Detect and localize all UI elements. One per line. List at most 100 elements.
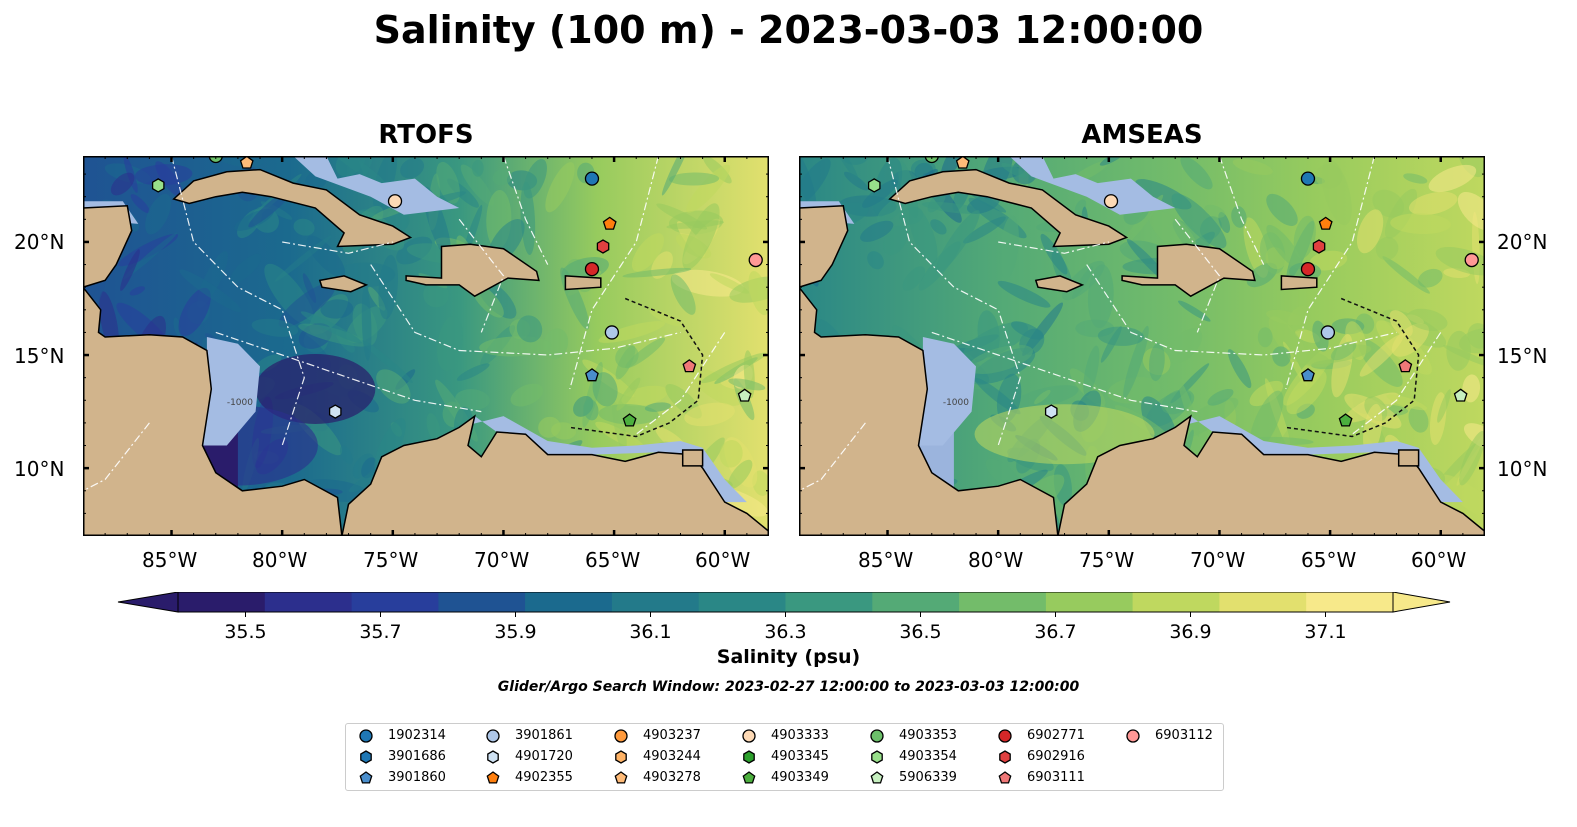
- legend-marker-4903333: [742, 729, 756, 743]
- panel-title-rtofs: RTOFS: [378, 120, 474, 150]
- float-marker-4903333: [1103, 194, 1119, 209]
- legend-marker-4903345: [743, 750, 755, 764]
- lat-label-left-10n: 10°N: [14, 457, 65, 481]
- legend-label: 3901861: [515, 728, 573, 743]
- hexagon-marker-icon: [743, 750, 755, 764]
- lat-label-right-20n: 20°N: [1497, 230, 1548, 254]
- circle-marker-icon: [614, 729, 628, 743]
- legend-label: 4901720: [515, 749, 573, 764]
- float-marker-4903349: [622, 413, 637, 427]
- lon-label-amseas-60w: 60°W: [1411, 548, 1467, 572]
- search-window-text: Glider/Argo Search Window: 2023-02-27 12…: [497, 679, 1080, 695]
- contour-label: -1000: [227, 398, 253, 408]
- colorbar-segment: [178, 592, 266, 612]
- colorbar-tick-label: 35.9: [494, 621, 536, 643]
- colorbar: 35.5 35.7 35.9 36.1 36.3 36.5 36.7 36.9 37.1: [117, 592, 1451, 643]
- float-marker-3901860: [1301, 368, 1315, 382]
- hexagon-marker-icon: [999, 750, 1011, 764]
- colorbar-tick-label: 36.5: [899, 621, 941, 643]
- lon-label-amseas-85w: 85°W: [858, 548, 914, 572]
- colorbar-extend-max: [1392, 592, 1451, 613]
- legend-label: 6903111: [1027, 770, 1085, 785]
- legend-marker-4903349: [742, 771, 756, 784]
- colorbar-segment: [1045, 592, 1134, 612]
- hexagon-marker-icon: [871, 750, 883, 764]
- legend-label: 6902771: [1027, 728, 1085, 743]
- legend-label: 4902355: [515, 770, 573, 785]
- lon-label-amseas-80w: 80°W: [968, 548, 1024, 572]
- float-marker-6902916: [596, 239, 610, 254]
- legend-label: 5906339: [899, 770, 957, 785]
- float-marker-4903354: [867, 178, 881, 193]
- circle-marker-icon: [359, 729, 373, 743]
- legend-label: 3901686: [388, 749, 446, 764]
- legend-marker-5906339: [870, 771, 884, 784]
- circle-marker-icon: [998, 729, 1012, 743]
- lon-label-amseas-70w: 70°W: [1190, 548, 1246, 572]
- legend-marker-6902916: [999, 750, 1011, 764]
- colorbar-tick-label: 36.3: [764, 621, 806, 643]
- circle-marker-icon: [870, 729, 884, 743]
- float-marker-5906339: [1453, 388, 1468, 402]
- legend-marker-4901720: [487, 750, 499, 764]
- lon-label-amseas-75w: 75°W: [1079, 548, 1135, 572]
- map-panel-amseas: -1000: [799, 156, 1485, 536]
- legend-marker-6903111: [998, 771, 1012, 784]
- hexagon-marker-icon: [615, 750, 627, 764]
- colorbar-segment: [611, 592, 700, 612]
- legend-marker-3901860: [359, 771, 373, 784]
- legend-label: 4903345: [771, 749, 829, 764]
- float-marker-4901720: [328, 404, 342, 419]
- legend-label: 4903349: [771, 770, 829, 785]
- lon-label-rtofs-65w: 65°W: [585, 548, 641, 572]
- lat-label-right-15n: 15°N: [1497, 344, 1548, 368]
- legend-label: 4903278: [643, 770, 701, 785]
- legend-label: 6903112: [1155, 728, 1213, 743]
- colorbar-segment: [438, 592, 526, 612]
- legend-label: 4903333: [771, 728, 829, 743]
- float-marker-3901861: [1320, 325, 1336, 340]
- float-marker-4902355: [1318, 216, 1333, 230]
- float-marker-1902314: [1300, 171, 1316, 186]
- circle-marker-icon: [1126, 729, 1140, 743]
- lat-label-left-15n: 15°N: [14, 344, 65, 368]
- legend-label: 4903353: [899, 728, 957, 743]
- colorbar-segment: [698, 592, 786, 612]
- circle-marker-icon: [486, 729, 500, 743]
- legend-marker-4903353: [870, 729, 884, 743]
- float-marker-4902355: [602, 216, 617, 230]
- colorbar-segment: [785, 592, 873, 612]
- pentagon-marker-icon: [359, 771, 373, 784]
- float-marker-1902314: [584, 171, 600, 186]
- legend-marker-1902314: [359, 729, 373, 743]
- colorbar-segment: [351, 592, 439, 612]
- legend-marker-3901861: [486, 729, 500, 743]
- float-marker-6902916: [1312, 239, 1326, 254]
- hexagon-marker-icon: [360, 750, 372, 764]
- circle-marker-icon: [742, 729, 756, 743]
- legend-label: 4903237: [643, 728, 701, 743]
- pentagon-marker-icon: [870, 771, 884, 784]
- float-marker-4903353: [924, 156, 939, 164]
- legend-marker-3901686: [360, 750, 372, 764]
- colorbar-label: Salinity (psu): [716, 646, 861, 668]
- legend-label: 3901860: [388, 770, 446, 785]
- float-marker-6903112: [1464, 252, 1479, 268]
- map-panel-rtofs: -1000: [83, 156, 769, 536]
- colorbar-tick-label: 36.9: [1169, 621, 1211, 643]
- pentagon-marker-icon: [998, 771, 1012, 784]
- colorbar-segment: [1306, 592, 1394, 612]
- lat-label-left-20n: 20°N: [14, 230, 65, 254]
- legend-label: 4903354: [899, 749, 957, 764]
- figure-title: Salinity (100 m) - 2023-03-03 12:00:00: [373, 8, 1204, 52]
- float-marker-4903354: [151, 178, 165, 193]
- lat-label-right-10n: 10°N: [1497, 457, 1548, 481]
- float-marker-4903278: [955, 156, 970, 169]
- lon-label-amseas-65w: 65°W: [1301, 548, 1357, 572]
- float-marker-3901860: [585, 368, 599, 382]
- colorbar-tick-label: 36.1: [629, 621, 671, 643]
- contour-label: -1000: [943, 398, 969, 408]
- float-marker-4901720: [1044, 404, 1058, 419]
- panel-title-amseas: AMSEAS: [1081, 120, 1203, 150]
- colorbar-segment: [264, 592, 353, 612]
